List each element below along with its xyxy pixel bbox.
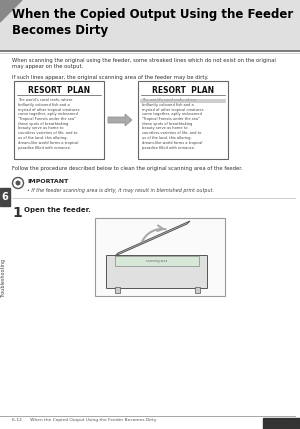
- Text: When scanning the original using the feeder, some streaked lines which do not ex: When scanning the original using the fee…: [12, 58, 276, 69]
- Text: If such lines appear, the original scanning area of the feeder may be dirty.: If such lines appear, the original scann…: [12, 75, 208, 80]
- Text: When the Copied Output Using the Feeder
Becomes Dirty: When the Copied Output Using the Feeder …: [12, 8, 293, 37]
- Text: 6-12      When the Copied Output Using the Feeder Becomes Dirty: 6-12 When the Copied Output Using the Fe…: [12, 418, 157, 422]
- Text: The world's coral reefs, where
brillantly coloured fish and a
myriad of other tr: The world's coral reefs, where brillantl…: [142, 98, 203, 149]
- Text: RESORT  PLAN: RESORT PLAN: [28, 86, 90, 95]
- Bar: [263, 418, 300, 429]
- Circle shape: [16, 181, 20, 185]
- Circle shape: [13, 178, 23, 188]
- Text: 6: 6: [2, 192, 8, 202]
- Text: Troubleshooting: Troubleshooting: [2, 259, 7, 299]
- Bar: [14, 81, 104, 159]
- Bar: [115, 287, 120, 293]
- Bar: [0, 0, 300, 50]
- Text: Follow the procedure described below to clean the original scanning area of the : Follow the procedure described below to …: [12, 166, 243, 171]
- Text: • If the feeder scanning area is dirty, it may result in blemished print output.: • If the feeder scanning area is dirty, …: [27, 188, 214, 193]
- Polygon shape: [115, 221, 190, 256]
- Bar: [195, 287, 200, 293]
- Bar: [115, 256, 199, 266]
- Text: 1: 1: [12, 206, 22, 220]
- Polygon shape: [0, 0, 22, 22]
- Bar: [0, 188, 10, 206]
- Text: The world's coral reefs, where
brillantly coloured fish and a
myriad of other tr: The world's coral reefs, where brillantl…: [18, 98, 80, 149]
- FancyBboxPatch shape: [106, 256, 208, 288]
- FancyArrow shape: [108, 114, 132, 126]
- Text: scanning area: scanning area: [146, 259, 168, 263]
- Text: IMPORTANT: IMPORTANT: [27, 179, 68, 184]
- Text: Open the feeder.: Open the feeder.: [24, 207, 91, 213]
- Text: RESORT  PLAN: RESORT PLAN: [152, 86, 214, 95]
- Bar: [95, 218, 225, 296]
- Bar: [138, 81, 228, 159]
